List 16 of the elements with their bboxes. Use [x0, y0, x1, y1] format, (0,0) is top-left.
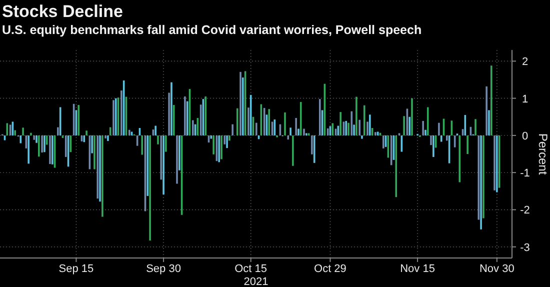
- y-axis-title: Percent: [536, 133, 550, 176]
- x-tick-label: Sep 30: [146, 263, 181, 275]
- y-tick-label: 2: [522, 56, 528, 68]
- x-tick-label: Nov 15: [400, 263, 435, 275]
- x-axis-title: 2021: [244, 276, 268, 287]
- chart-title: Stocks Decline: [2, 2, 123, 21]
- x-tick-label: Sep 15: [58, 263, 94, 275]
- y-tick-label: 0: [522, 130, 528, 142]
- x-tick-label: Oct 29: [314, 263, 346, 275]
- y-tick-label: 1: [522, 93, 528, 106]
- y-tick-label: -1: [520, 168, 530, 180]
- x-tick-label: Nov 30: [479, 263, 514, 275]
- x-tick-label: Oct 15: [234, 263, 268, 275]
- chart-subtitle: U.S. equity benchmarks fall amid Covid variant worries, Powell speech: [2, 23, 422, 37]
- y-tick-label: -2: [520, 204, 530, 217]
- y-tick-label: -3: [520, 242, 530, 254]
